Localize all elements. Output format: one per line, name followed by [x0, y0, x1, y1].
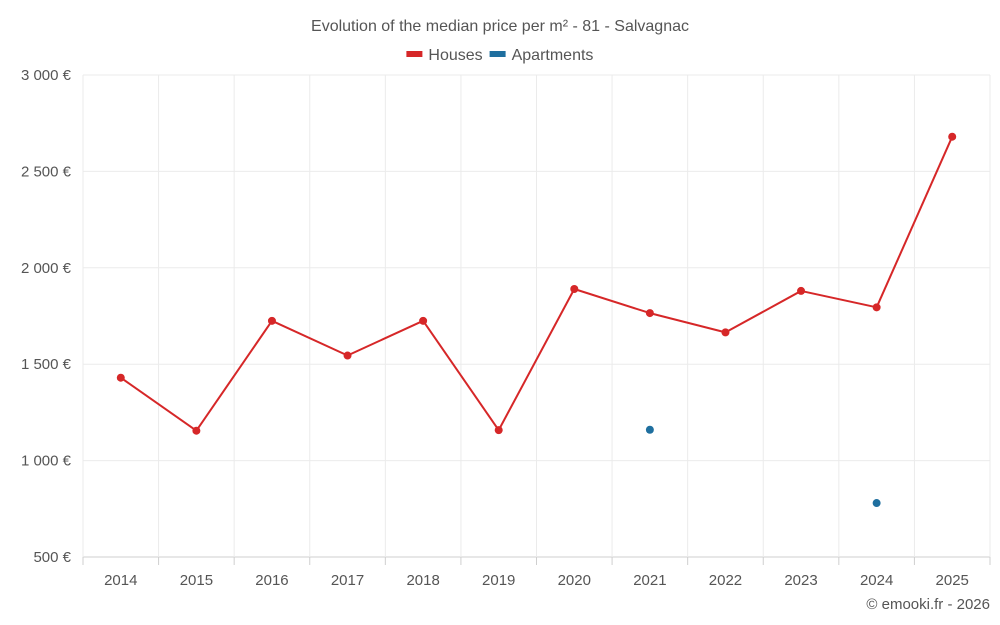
- y-tick-label: 2 500 €: [21, 163, 72, 180]
- series-line-segment: [120, 376, 197, 432]
- data-point[interactable]: [645, 309, 654, 318]
- y-axis: 500 € 1 000 € 1 500 € 2 000 € 2 500 € 3 000 €: [21, 67, 72, 566]
- x-tick-label: 2014: [104, 572, 137, 589]
- series-line-segment: [800, 289, 877, 309]
- legend-swatch: [489, 51, 506, 57]
- data-point[interactable]: [419, 316, 428, 325]
- x-tick-label: 2016: [255, 572, 288, 589]
- x-tick-label: 2022: [709, 572, 742, 589]
- chart-title: Evolution of the median price per m² - 8…: [311, 18, 689, 35]
- x-axis: 2014 2015 2016 2017 2018 2019 2020 2021 2022 2023…: [104, 572, 969, 589]
- grid: [82, 74, 991, 565]
- x-tick-label: 2024: [860, 572, 893, 589]
- data-point[interactable]: [343, 351, 352, 360]
- data-point[interactable]: [797, 286, 806, 295]
- series-line-segment: [497, 288, 576, 431]
- y-tick-label: 1 500 €: [21, 356, 72, 373]
- series-line-segment: [573, 288, 651, 315]
- data-point[interactable]: [116, 373, 125, 382]
- series-line-segment: [271, 319, 348, 357]
- x-tick-label: 2021: [633, 572, 666, 589]
- y-tick-label: 3 000 €: [21, 67, 72, 84]
- x-tick-label: 2025: [936, 572, 969, 589]
- x-tick-label: 2020: [558, 572, 591, 589]
- y-tick-label: 500 €: [33, 549, 71, 566]
- x-tick-label: 2015: [180, 572, 213, 589]
- data-point[interactable]: [872, 499, 881, 508]
- legend-label[interactable]: Apartments: [512, 47, 594, 64]
- y-tick-label: 1 000 €: [21, 453, 72, 470]
- data-point[interactable]: [570, 285, 579, 294]
- x-tick-label: 2018: [406, 572, 439, 589]
- series-apartments: [645, 425, 881, 508]
- series-layer: [116, 132, 957, 508]
- series-line-segment: [347, 319, 424, 357]
- legend-swatch: [406, 51, 423, 57]
- data-point[interactable]: [494, 426, 503, 435]
- series-houses: [116, 132, 957, 435]
- x-tick-label: 2023: [784, 572, 817, 589]
- x-tick-label: 2019: [482, 572, 515, 589]
- legend: Houses Apartments: [406, 47, 593, 64]
- legend-label[interactable]: Houses: [428, 47, 482, 64]
- data-point[interactable]: [721, 328, 730, 337]
- data-point[interactable]: [645, 425, 654, 434]
- series-line-segment: [649, 312, 726, 334]
- series-line-segment: [875, 136, 954, 308]
- data-point[interactable]: [948, 132, 957, 141]
- x-tick-label: 2017: [331, 572, 364, 589]
- data-point[interactable]: [267, 316, 276, 325]
- data-point[interactable]: [192, 426, 201, 435]
- y-tick-label: 2 000 €: [21, 260, 72, 277]
- series-line-segment: [422, 320, 500, 431]
- series-line-segment: [724, 290, 802, 334]
- data-point[interactable]: [872, 303, 881, 312]
- credit-text: © emooki.fr - 2026: [866, 596, 990, 613]
- series-line-segment: [195, 320, 273, 432]
